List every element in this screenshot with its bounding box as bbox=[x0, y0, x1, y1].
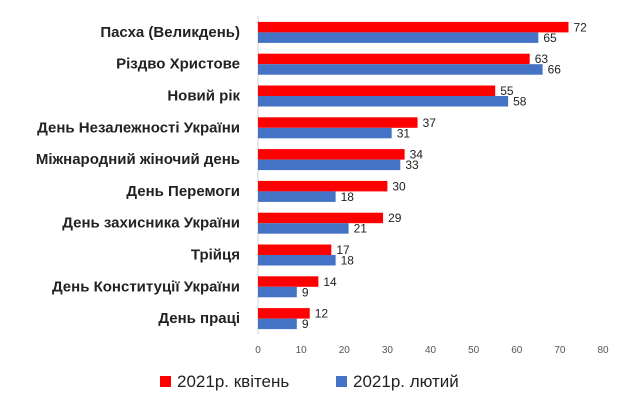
bar-february bbox=[258, 223, 349, 234]
bar-february bbox=[258, 96, 509, 107]
x-tick-label: 70 bbox=[554, 345, 566, 356]
category-label: День Перемоги bbox=[126, 183, 240, 200]
category-label: Різдво Христове bbox=[116, 56, 240, 73]
bar-february bbox=[258, 318, 297, 330]
data-label: 30 bbox=[392, 179, 406, 193]
legend-entry: 2021р. лютий bbox=[353, 372, 459, 391]
data-label: 9 bbox=[302, 317, 309, 331]
category-label: День Конституції України bbox=[52, 278, 240, 295]
bar-february bbox=[258, 32, 539, 43]
category-label: Новий рік bbox=[167, 88, 240, 105]
data-label: 12 bbox=[315, 307, 329, 321]
legend: 2021р. квітень 2021р. лютий bbox=[160, 372, 459, 391]
data-label: 55 bbox=[500, 84, 514, 98]
bar-february bbox=[258, 127, 392, 139]
category-label: Міжнародний жіночий день bbox=[36, 151, 240, 168]
bar-april bbox=[258, 53, 530, 65]
data-label: 21 bbox=[354, 222, 368, 236]
legend-swatch bbox=[160, 376, 171, 387]
x-tick-labels: 0 10 20 30 40 50 60 70 80 bbox=[255, 345, 609, 356]
category-label: День праці bbox=[158, 310, 240, 327]
data-label: 65 bbox=[543, 31, 557, 45]
bar-february bbox=[258, 64, 543, 75]
data-label: 63 bbox=[535, 52, 549, 66]
legend-swatch bbox=[336, 376, 347, 387]
x-tick-label: 30 bbox=[382, 345, 394, 356]
data-label: 66 bbox=[548, 63, 562, 77]
x-tick-label: 0 bbox=[255, 345, 261, 356]
data-label: 34 bbox=[410, 148, 424, 162]
data-label: 29 bbox=[388, 211, 402, 225]
data-label: 17 bbox=[336, 243, 350, 257]
bar-february bbox=[258, 286, 297, 298]
bar-april bbox=[258, 276, 319, 287]
category-label: День Незалежності України bbox=[37, 119, 240, 136]
bar-february bbox=[258, 191, 336, 202]
data-label: 33 bbox=[405, 158, 419, 172]
bar-april bbox=[258, 117, 418, 128]
data-label: 9 bbox=[302, 285, 309, 299]
category-labels: Пасха (Великдень) Різдво Христове Новий рі… bbox=[36, 24, 241, 327]
bar-february bbox=[258, 255, 336, 266]
bar-april bbox=[258, 85, 496, 96]
x-tick-label: 60 bbox=[511, 345, 523, 356]
category-label: День захисника України bbox=[62, 215, 240, 232]
bar-april bbox=[258, 212, 384, 224]
data-label: 58 bbox=[513, 95, 527, 109]
x-tick-label: 50 bbox=[468, 345, 480, 356]
bar-april bbox=[258, 21, 569, 33]
category-label: Трійця bbox=[191, 247, 240, 264]
bar-april bbox=[258, 244, 332, 255]
x-tick-label: 10 bbox=[296, 345, 308, 356]
data-label: 31 bbox=[397, 126, 411, 140]
x-tick-label: 80 bbox=[597, 345, 609, 356]
data-label: 37 bbox=[423, 116, 437, 130]
legend-entry: 2021р. квітень bbox=[177, 372, 289, 391]
data-label: 18 bbox=[341, 190, 355, 204]
data-label: 72 bbox=[574, 20, 588, 34]
bar-april bbox=[258, 180, 388, 192]
category-label: Пасха (Великдень) bbox=[100, 24, 240, 41]
bar-february bbox=[258, 159, 401, 171]
x-tick-label: 20 bbox=[339, 345, 351, 356]
data-label: 18 bbox=[341, 254, 355, 268]
bar-april bbox=[258, 149, 405, 160]
bars bbox=[258, 21, 569, 330]
bar-april bbox=[258, 308, 310, 319]
data-label: 14 bbox=[323, 275, 337, 289]
x-tick-label: 40 bbox=[425, 345, 437, 356]
